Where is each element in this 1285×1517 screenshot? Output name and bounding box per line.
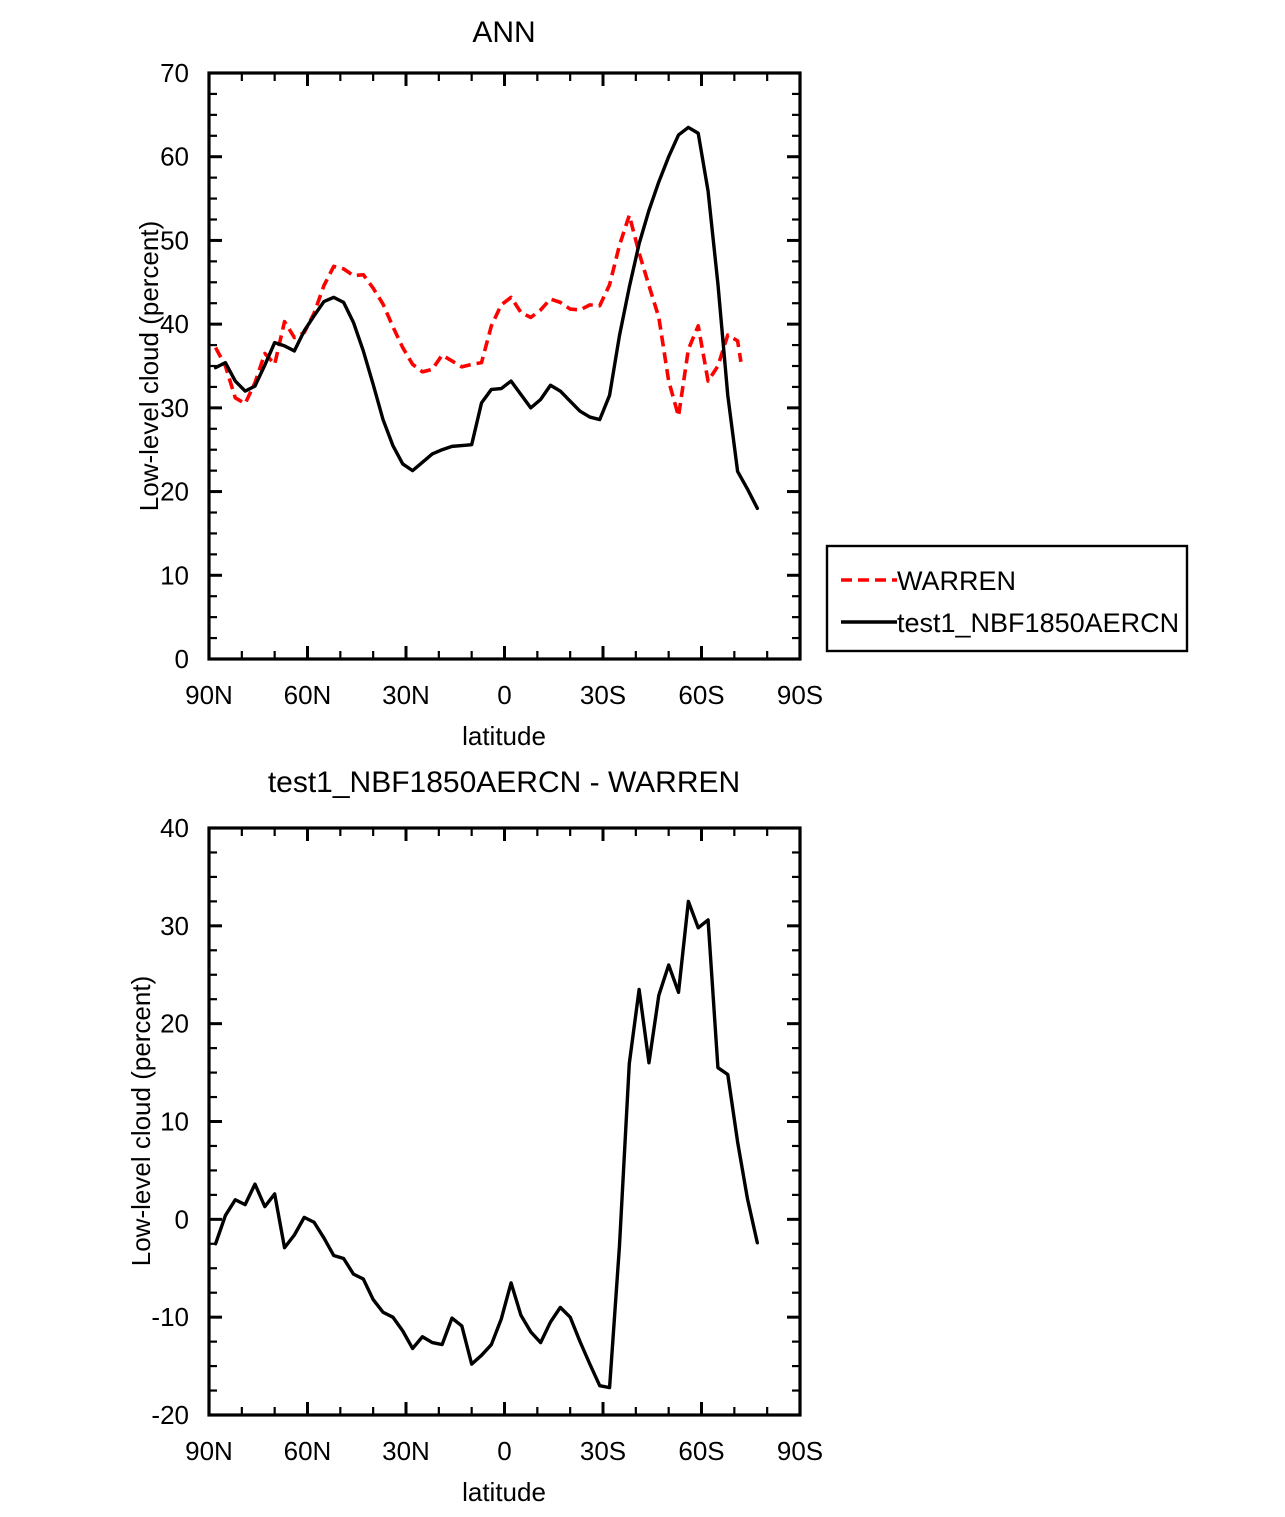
x-tick-label: 60S bbox=[678, 1436, 724, 1466]
x-tick-label: 90S bbox=[777, 1436, 823, 1466]
y-tick-label: 0 bbox=[175, 644, 189, 674]
ann-chart-svg: ANN 010203040506070 90N60N30N030S60S90S … bbox=[0, 0, 1285, 760]
x-tick-label: 90S bbox=[777, 680, 823, 710]
x-tick-label: 60N bbox=[284, 680, 332, 710]
x-tick-labels-top: 90N 60N 30N 0 30S 60S 90S bbox=[185, 680, 823, 710]
x-tick-label: 60N bbox=[284, 1436, 332, 1466]
y-axis-label-top: Low-level cloud (percent) bbox=[134, 221, 164, 511]
x-tick-label: 90N bbox=[185, 680, 233, 710]
difference-chart-svg: test1_NBF1850AERCN - WARREN -20 -10 0 10 20 3… bbox=[0, 755, 1285, 1517]
panel-title-top: ANN bbox=[472, 16, 535, 49]
x-tick-label: 0 bbox=[497, 1436, 511, 1466]
series-line-warren bbox=[216, 215, 741, 416]
y-tick-label: -10 bbox=[151, 1302, 189, 1332]
y-tick-label: 20 bbox=[160, 1009, 189, 1039]
y-tick-label: 40 bbox=[160, 813, 189, 843]
x-tick-label: 30S bbox=[580, 1436, 626, 1466]
y-tick-label: -20 bbox=[151, 1400, 189, 1430]
panel-ann: ANN 010203040506070 90N60N30N030S60S90S … bbox=[0, 0, 1285, 760]
x-tick-label: 90N bbox=[185, 1436, 233, 1466]
x-tick-label: 30S bbox=[580, 680, 626, 710]
y-tick-label: 10 bbox=[160, 1107, 189, 1137]
y-tick-label: 0 bbox=[175, 1204, 189, 1234]
panel-difference: test1_NBF1850AERCN - WARREN -20 -10 0 10 20 3… bbox=[0, 755, 1285, 1517]
series-line-test1-nbf1850aercn bbox=[216, 127, 758, 508]
x-tick-label: 30N bbox=[382, 1436, 430, 1466]
y-axis-label-bottom: Low-level cloud (percent) bbox=[126, 976, 156, 1266]
x-tick-labels-bottom: 90N 60N 30N 0 30S 60S 90S bbox=[185, 1436, 823, 1466]
plot-frame-top bbox=[209, 73, 800, 659]
y-tick-labels-bottom: -20 -10 0 10 20 30 40 bbox=[151, 813, 189, 1430]
x-axis-label-bottom: latitude bbox=[462, 1477, 546, 1507]
axis-ticks-top-panel bbox=[209, 73, 800, 659]
panel-title-bottom: test1_NBF1850AERCN - WARREN bbox=[268, 766, 740, 799]
y-tick-label: 60 bbox=[160, 142, 189, 172]
axis-ticks-bottom-panel bbox=[209, 828, 800, 1415]
legend-label-test1-nbf1850aercn: test1_NBF1850AERCN bbox=[897, 608, 1179, 638]
y-tick-label: 50 bbox=[160, 225, 189, 255]
y-tick-label: 30 bbox=[160, 911, 189, 941]
y-tick-label: 20 bbox=[160, 477, 189, 507]
series-line-difference bbox=[216, 901, 758, 1387]
y-tick-label: 70 bbox=[160, 58, 189, 88]
y-tick-label: 10 bbox=[160, 560, 189, 590]
y-tick-label: 40 bbox=[160, 309, 189, 339]
y-tick-label: 30 bbox=[160, 393, 189, 423]
legend-label-warren: WARREN bbox=[897, 566, 1016, 596]
x-tick-label: 0 bbox=[497, 680, 511, 710]
figure-root: ANN 010203040506070 90N60N30N030S60S90S … bbox=[0, 0, 1285, 1517]
plot-frame-bottom bbox=[209, 828, 800, 1415]
y-tick-labels-top: 0 10 20 30 40 50 60 70 bbox=[160, 58, 189, 674]
x-tick-label: 60S bbox=[678, 680, 724, 710]
legend: WARREN test1_NBF1850AERCN bbox=[827, 546, 1187, 651]
x-axis-label-top: latitude bbox=[462, 721, 546, 751]
x-tick-label: 30N bbox=[382, 680, 430, 710]
